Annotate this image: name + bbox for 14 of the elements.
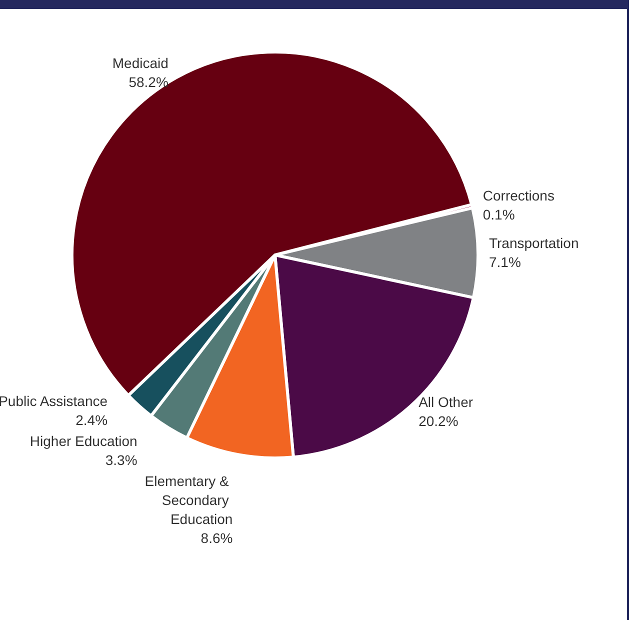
data-label: 3.3% (105, 452, 138, 468)
data-label: 20.2% (418, 412, 458, 429)
slice-label: All Other (418, 394, 474, 410)
data-label: 8.6% (200, 530, 233, 546)
slice-label: Transportation (488, 235, 579, 252)
slice-label: Medicaid (112, 54, 168, 71)
data-label: 0.1% (482, 206, 515, 222)
slice-label: Elementary & Secondary Education (144, 472, 233, 527)
data-label: 2.4% (76, 412, 108, 428)
data-label: 7.1% (488, 254, 521, 270)
data-label: 58.2% (128, 74, 168, 90)
slice-label: Higher Education (30, 432, 138, 449)
slice-label: Public Assistance (0, 392, 108, 409)
slice-label: Corrections (482, 187, 554, 204)
